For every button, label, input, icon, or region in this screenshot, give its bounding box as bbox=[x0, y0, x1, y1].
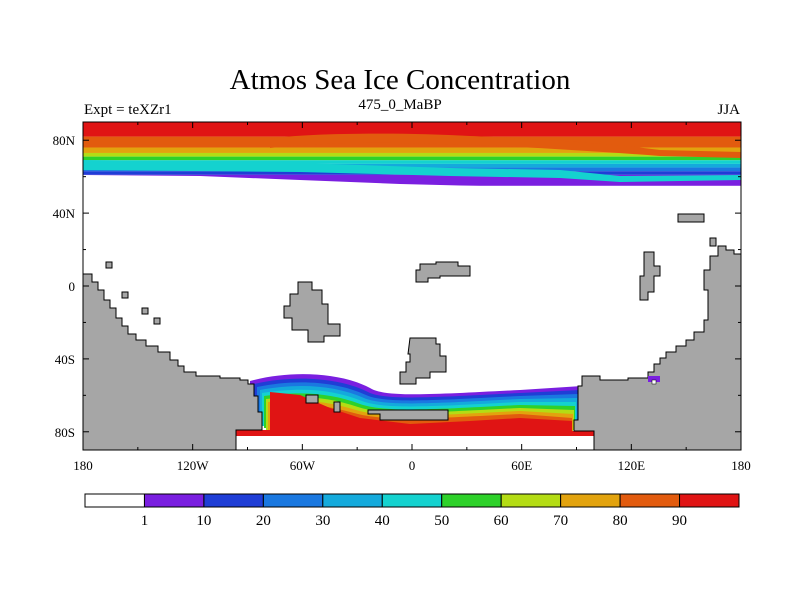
north-ice-band-3 bbox=[83, 152, 741, 157]
x-tick-label: 60W bbox=[290, 458, 316, 473]
chart-title: Atmos Sea Ice Concentration bbox=[229, 64, 571, 96]
land-mass-7 bbox=[415, 261, 471, 283]
y-tick-label: 80S bbox=[55, 425, 75, 440]
colorbar-box-4 bbox=[322, 493, 383, 508]
land-mass-14 bbox=[153, 317, 161, 325]
land-mass-12 bbox=[121, 291, 129, 299]
colorbar-label: 10 bbox=[196, 513, 211, 529]
experiment-label: Expt = teXZr1 bbox=[84, 102, 172, 118]
colorbar-box-3 bbox=[262, 493, 324, 508]
colorbar-label: 90 bbox=[672, 513, 687, 529]
colorbar: 1 10 20 30 40 50 60 70 80 90 bbox=[84, 493, 740, 529]
x-tick-label: 60E bbox=[511, 458, 532, 473]
east-coast-ice bbox=[648, 376, 660, 382]
colorbar-box-7 bbox=[500, 493, 562, 508]
axis-ticks: 180 120W 60W 0 60E 120E 180 80N 40N 0 40S 80S bbox=[53, 122, 751, 473]
land-mass-0 bbox=[82, 273, 263, 451]
y-tick-label: 40N bbox=[53, 206, 76, 221]
colorbar-label: 20 bbox=[256, 513, 271, 529]
colorbar-label: 70 bbox=[553, 513, 568, 529]
x-tick-label: 120E bbox=[618, 458, 646, 473]
north-ice-band-6 bbox=[83, 163, 741, 168]
land-mass-9 bbox=[677, 213, 705, 223]
y-tick-label: 40S bbox=[55, 352, 75, 367]
north-ice-mid-zone bbox=[83, 160, 741, 182]
colorbar-box-2 bbox=[203, 493, 264, 508]
south-ice-layer-9 bbox=[236, 392, 594, 436]
colorbar-label: 30 bbox=[315, 513, 330, 529]
land-mass-3 bbox=[333, 401, 341, 413]
north-ice-band-2 bbox=[83, 147, 741, 153]
north-ice-orange-zone bbox=[270, 133, 741, 158]
north-ice-band-4 bbox=[83, 156, 741, 161]
north-ice-edge bbox=[83, 175, 741, 200]
colorbar-box-9 bbox=[619, 493, 681, 508]
season-label: JJA bbox=[717, 102, 740, 118]
colorbar-box-8 bbox=[560, 493, 621, 508]
x-tick-label: 120W bbox=[177, 458, 210, 473]
east-coast-islet bbox=[651, 379, 657, 385]
land-mass-11 bbox=[105, 261, 113, 269]
x-tick-label: 180 bbox=[73, 458, 93, 473]
north-ice-band-0 bbox=[83, 122, 741, 137]
colorbar-label: 80 bbox=[613, 513, 628, 529]
colorbar-label: 40 bbox=[375, 513, 390, 529]
land-mass-4 bbox=[367, 409, 449, 421]
north-ice-band-9 bbox=[83, 174, 741, 186]
chart-subtitle: 475_0_MaBP bbox=[358, 97, 442, 113]
land-mass-2 bbox=[305, 394, 319, 404]
x-tick-label: 0 bbox=[409, 458, 416, 473]
colorbar-label: 60 bbox=[494, 513, 509, 529]
colorbar-label: 1 bbox=[141, 513, 149, 529]
y-tick-label: 80N bbox=[53, 133, 76, 148]
colorbar-box-0 bbox=[84, 493, 145, 508]
y-tick-label: 0 bbox=[69, 279, 76, 294]
colorbar-label: 50 bbox=[434, 513, 449, 529]
land-mass-8 bbox=[639, 251, 661, 301]
north-ice-band-5 bbox=[83, 160, 741, 164]
colorbar-box-10 bbox=[679, 493, 740, 508]
colorbar-box-6 bbox=[441, 493, 502, 508]
colorbar-box-5 bbox=[381, 493, 443, 508]
land-mass-13 bbox=[141, 307, 149, 315]
x-tick-label: 180 bbox=[731, 458, 751, 473]
land-mass-5 bbox=[399, 337, 447, 385]
map-layer bbox=[82, 122, 742, 451]
colorbar-box-1 bbox=[143, 493, 205, 508]
land-mass-10 bbox=[709, 237, 717, 247]
land-mass-1 bbox=[573, 245, 742, 451]
land-mass-6 bbox=[283, 281, 341, 343]
